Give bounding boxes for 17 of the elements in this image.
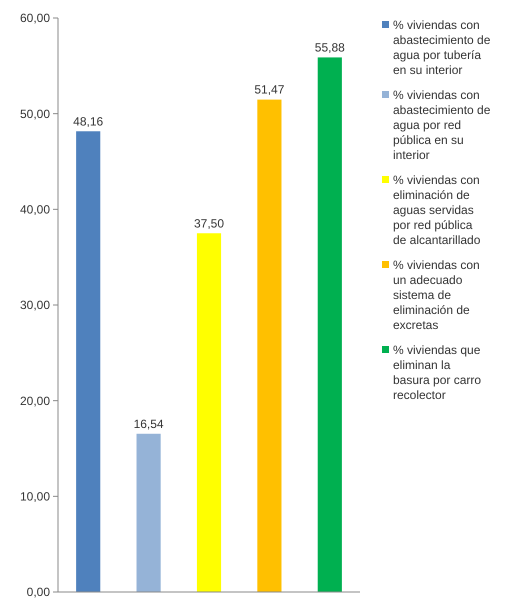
y-tick-label: 40,00 — [20, 202, 50, 217]
legend-label: % viviendas con un adecuado sistema de eliminación de excretas — [393, 258, 480, 332]
legend-label: % viviendas con abastecimiento de agua por red pública en su interior — [393, 88, 491, 162]
y-tick-label: 30,00 — [20, 298, 50, 312]
y-tick-label: 50,00 — [20, 106, 50, 121]
data-label: 37,50 — [194, 216, 224, 230]
data-label: 55,88 — [314, 40, 346, 54]
data-label: 48,16 — [73, 114, 104, 128]
legend-label: % viviendas que eliminan la basura por carro recolector — [393, 343, 482, 402]
legend-label: % viviendas con eliminación de aguas servidas por red pública de alcantarillado — [393, 173, 481, 247]
y-tick-label: 60,00 — [20, 11, 50, 26]
data-label: 51,47 — [254, 82, 285, 97]
y-tick-label: 10,00 — [20, 490, 50, 504]
data-label: 16,54 — [134, 416, 164, 431]
legend-label: % viviendas con abastecimiento de agua por tubería en su interior — [393, 18, 491, 77]
y-tick-label: 0,00 — [26, 585, 50, 600]
y-tick-label: 20,00 — [20, 394, 50, 408]
